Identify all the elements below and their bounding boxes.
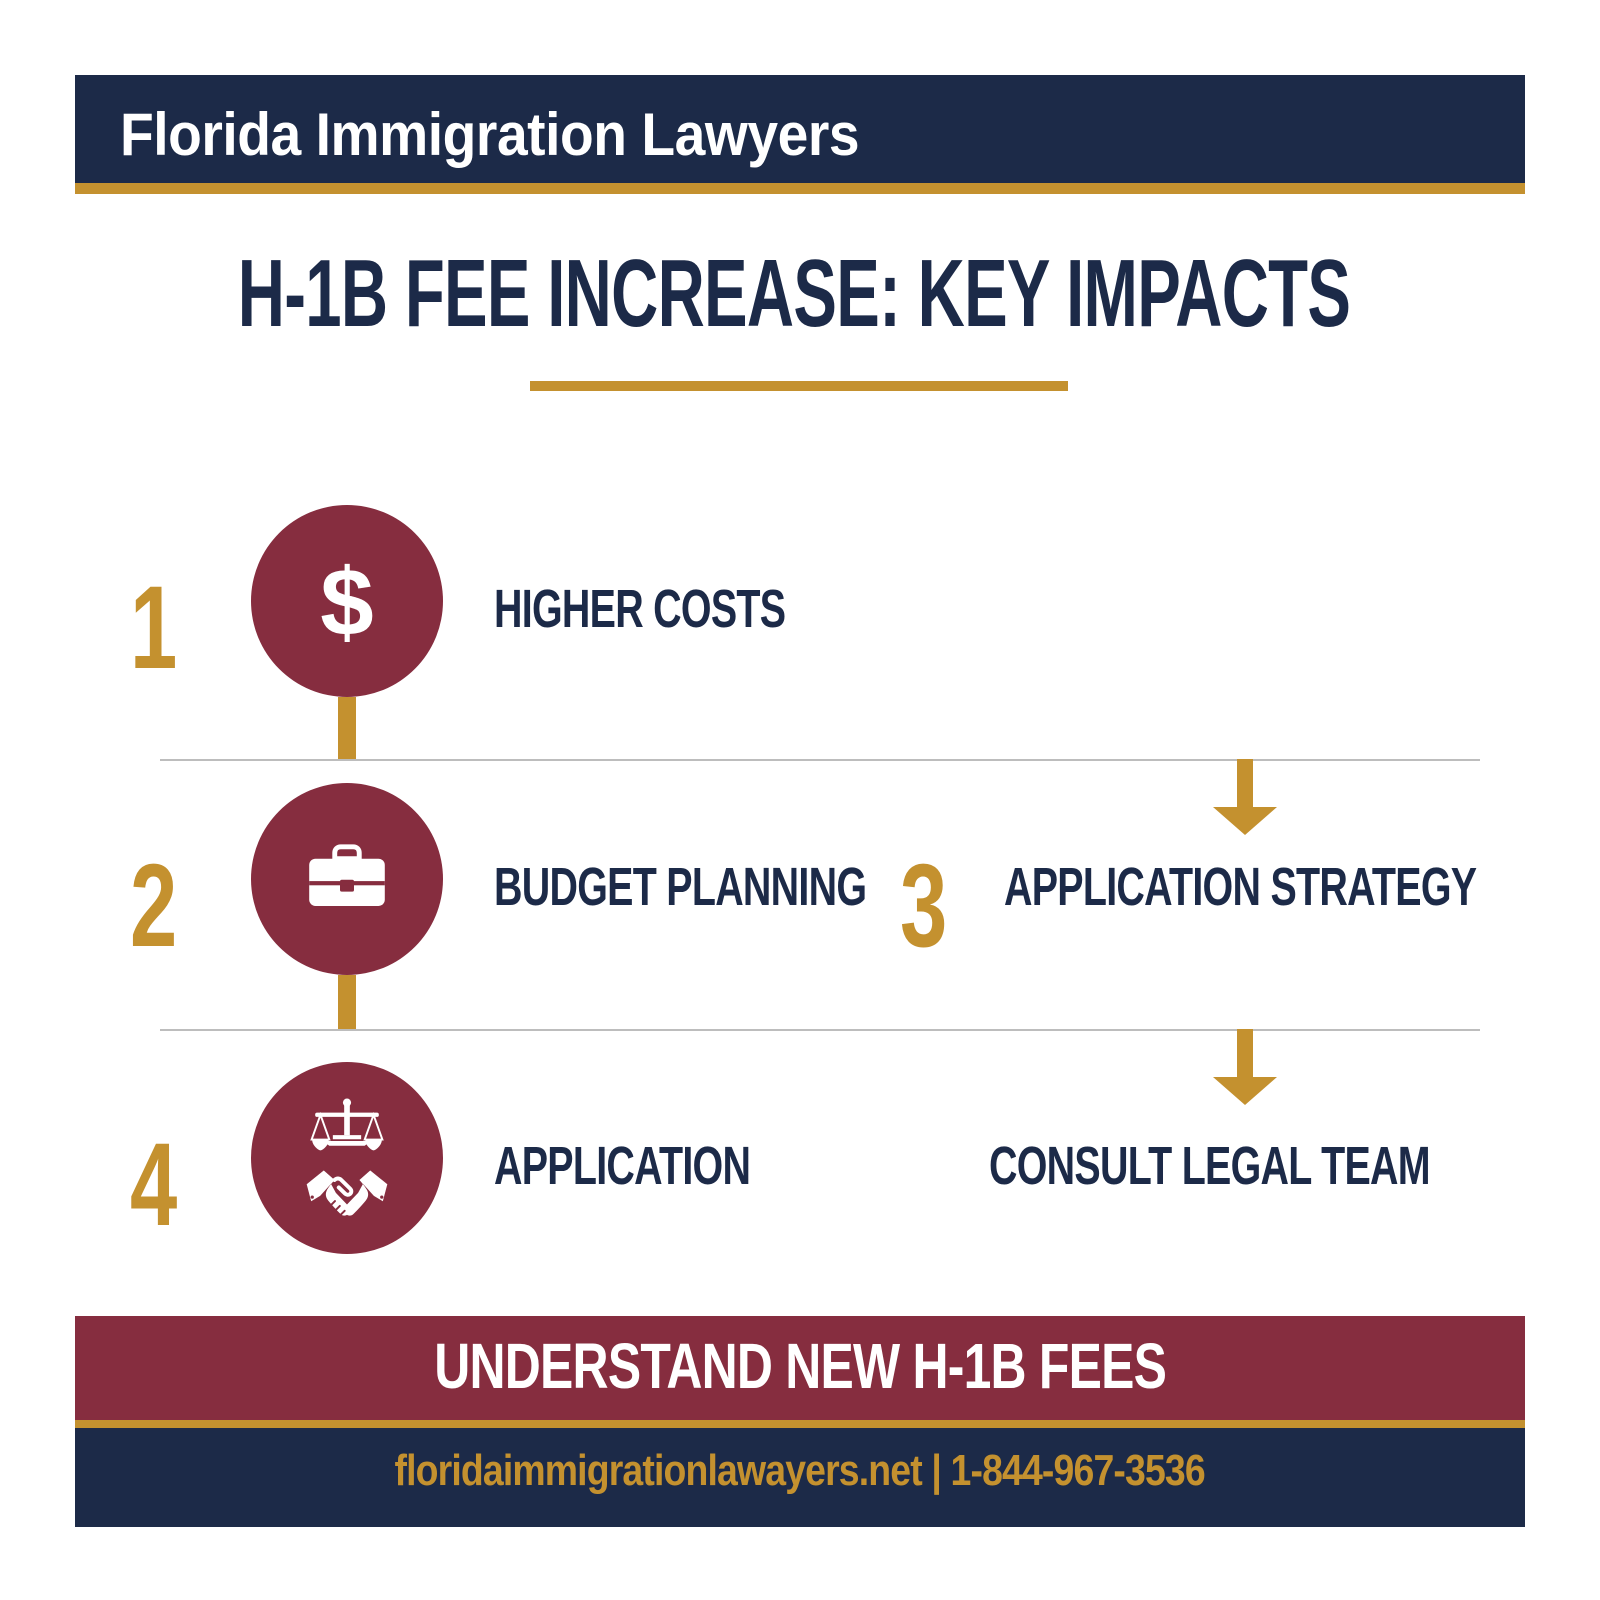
- svg-text:$: $: [320, 551, 373, 651]
